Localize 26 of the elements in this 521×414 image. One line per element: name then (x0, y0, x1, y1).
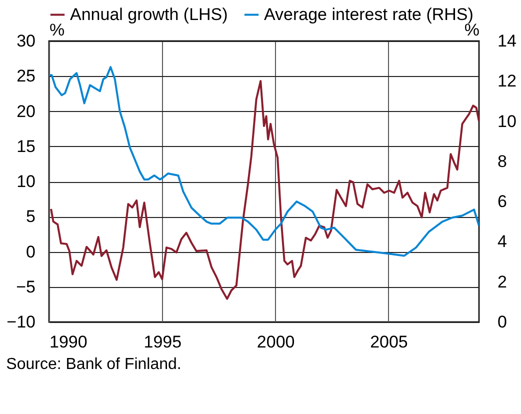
y-tick-label: 20 (16, 102, 36, 121)
y-tick-label: 15 (16, 136, 36, 156)
y-tick-label: 10 (16, 172, 36, 191)
y2-tick-label: 12 (498, 72, 516, 91)
source-note: Source: Bank of Finland. (6, 356, 182, 373)
y-tick-label: 5 (26, 207, 36, 226)
line-series (50, 80, 479, 300)
y2-tick-label: 10 (498, 112, 516, 131)
legend-label: Annual growth (LHS) (70, 4, 228, 24)
y-tick-label: 25 (16, 66, 36, 86)
y-tick-label: 0 (26, 242, 36, 262)
x-tick-label: 2005 (370, 332, 408, 352)
y2-tick-label: 2 (498, 272, 507, 292)
y2-tick-label: 0 (498, 312, 507, 332)
y-tick-label: −10 (6, 312, 36, 332)
y-axis-title: % (50, 20, 65, 40)
x-tick-label: 1995 (144, 332, 182, 352)
y-tick-label: 30 (16, 32, 36, 50)
y2-tick-label: 14 (498, 32, 516, 50)
y2-tick-label: 8 (498, 152, 507, 171)
y-tick-label: −5 (16, 277, 36, 296)
x-tick-label: 1990 (50, 332, 88, 352)
y2-tick-label: 4 (498, 232, 507, 252)
line-series (49, 66, 479, 257)
x-tick-label: 2000 (256, 332, 295, 352)
y2-tick-label: 6 (498, 192, 507, 212)
